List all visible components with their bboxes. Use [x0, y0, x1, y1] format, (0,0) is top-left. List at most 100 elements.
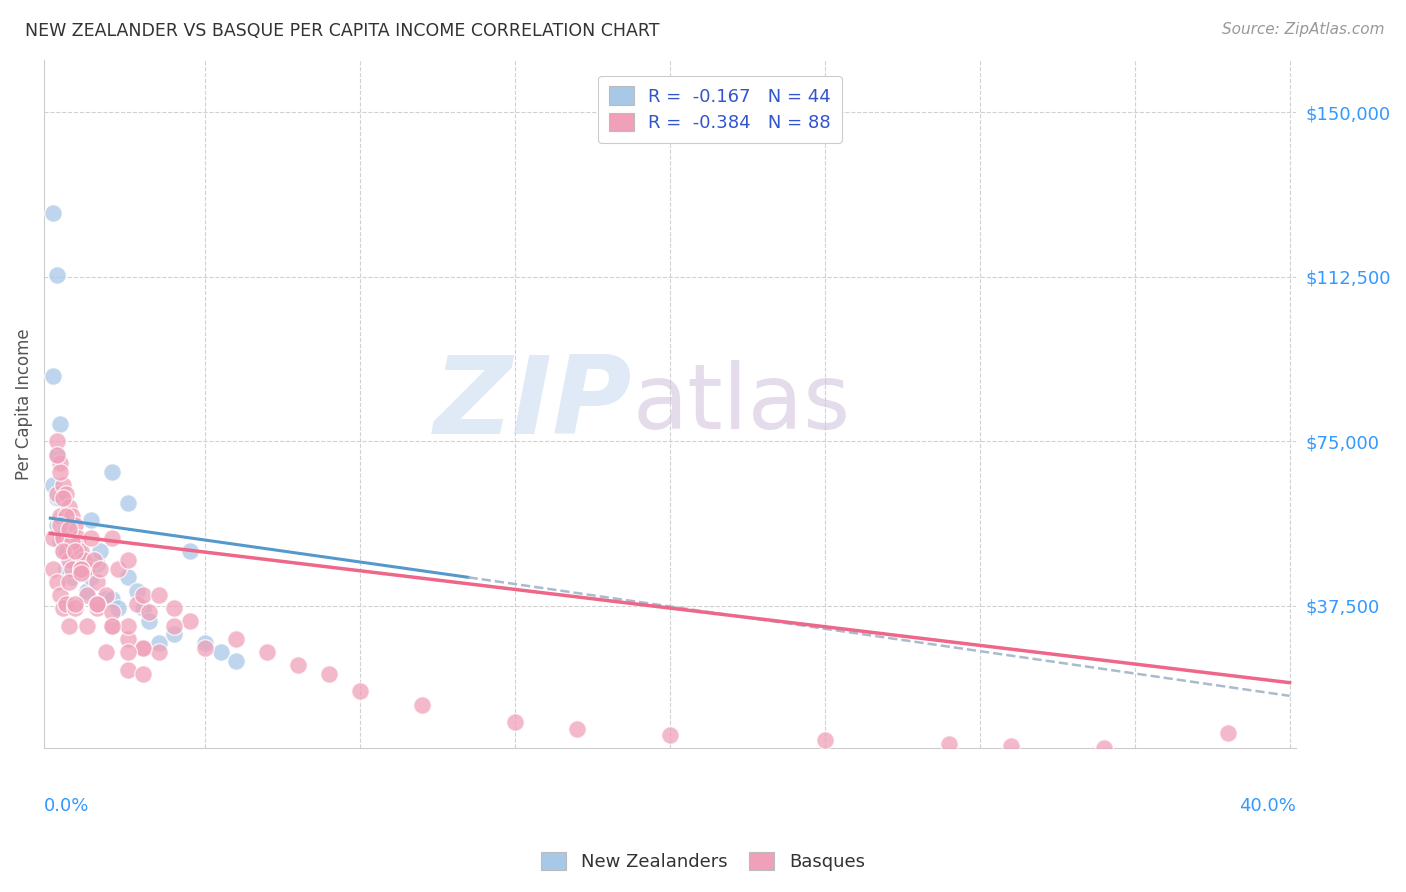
- Point: [55, 522, 77, 536]
- Point: [117, 618, 139, 632]
- Point: [101, 531, 124, 545]
- Point: [138, 606, 160, 620]
- Point: [55, 487, 77, 501]
- Point: [55, 544, 77, 558]
- Point: [63, 558, 86, 572]
- Point: [411, 698, 433, 712]
- Point: [52, 544, 75, 558]
- Point: [58, 500, 80, 515]
- Point: [107, 601, 129, 615]
- Point: [225, 654, 247, 668]
- Point: [45, 448, 67, 462]
- Point: [52, 491, 75, 506]
- Point: [86, 597, 108, 611]
- Point: [1000, 739, 1022, 754]
- Point: [70, 553, 93, 567]
- Point: [938, 737, 960, 751]
- Point: [148, 636, 170, 650]
- Point: [48, 508, 70, 523]
- Point: [63, 601, 86, 615]
- Point: [101, 606, 124, 620]
- Point: [101, 592, 124, 607]
- Point: [101, 618, 124, 632]
- Point: [63, 517, 86, 532]
- Point: [503, 715, 526, 730]
- Point: [60, 561, 83, 575]
- Point: [58, 553, 80, 567]
- Point: [79, 531, 101, 545]
- Point: [42, 478, 65, 492]
- Point: [225, 632, 247, 646]
- Point: [48, 588, 70, 602]
- Point: [76, 583, 98, 598]
- Text: atlas: atlas: [633, 360, 851, 448]
- Point: [94, 592, 117, 607]
- Point: [48, 535, 70, 549]
- Point: [1092, 741, 1115, 756]
- Point: [55, 561, 77, 575]
- Point: [55, 508, 77, 523]
- Point: [107, 561, 129, 575]
- Point: [58, 618, 80, 632]
- Point: [45, 491, 67, 506]
- Point: [60, 508, 83, 523]
- Point: [179, 614, 201, 628]
- Point: [132, 666, 155, 681]
- Point: [148, 645, 170, 659]
- Point: [48, 456, 70, 470]
- Text: NEW ZEALANDER VS BASQUE PER CAPITA INCOME CORRELATION CHART: NEW ZEALANDER VS BASQUE PER CAPITA INCOM…: [25, 22, 659, 40]
- Point: [52, 601, 75, 615]
- Point: [132, 588, 155, 602]
- Point: [58, 574, 80, 589]
- Point: [48, 513, 70, 527]
- Point: [55, 544, 77, 558]
- Point: [256, 645, 278, 659]
- Point: [63, 597, 86, 611]
- Point: [318, 666, 340, 681]
- Point: [76, 561, 98, 575]
- Point: [89, 544, 111, 558]
- Y-axis label: Per Capita Income: Per Capita Income: [15, 328, 32, 480]
- Point: [73, 553, 96, 567]
- Point: [52, 478, 75, 492]
- Point: [132, 601, 155, 615]
- Point: [83, 553, 105, 567]
- Point: [42, 206, 65, 220]
- Point: [94, 588, 117, 602]
- Point: [60, 570, 83, 584]
- Point: [101, 465, 124, 479]
- Point: [76, 618, 98, 632]
- Point: [179, 544, 201, 558]
- Point: [117, 496, 139, 510]
- Point: [287, 658, 309, 673]
- Point: [101, 618, 124, 632]
- Point: [73, 558, 96, 572]
- Point: [209, 645, 232, 659]
- Point: [45, 487, 67, 501]
- Point: [42, 561, 65, 575]
- Point: [86, 574, 108, 589]
- Point: [163, 618, 186, 632]
- Point: [76, 588, 98, 602]
- Point: [117, 570, 139, 584]
- Point: [349, 684, 371, 698]
- Point: [565, 722, 588, 736]
- Point: [42, 368, 65, 383]
- Legend: New Zealanders, Basques: New Zealanders, Basques: [534, 845, 872, 879]
- Point: [138, 614, 160, 628]
- Text: 0.0%: 0.0%: [44, 797, 90, 814]
- Point: [125, 597, 148, 611]
- Point: [63, 544, 86, 558]
- Point: [89, 561, 111, 575]
- Point: [45, 448, 67, 462]
- Point: [163, 627, 186, 641]
- Point: [70, 561, 93, 575]
- Point: [86, 597, 108, 611]
- Point: [45, 574, 67, 589]
- Point: [132, 640, 155, 655]
- Point: [60, 549, 83, 563]
- Legend: R =  -0.167   N = 44, R =  -0.384   N = 88: R = -0.167 N = 44, R = -0.384 N = 88: [598, 76, 842, 143]
- Point: [79, 513, 101, 527]
- Text: Source: ZipAtlas.com: Source: ZipAtlas.com: [1222, 22, 1385, 37]
- Text: 40.0%: 40.0%: [1239, 797, 1296, 814]
